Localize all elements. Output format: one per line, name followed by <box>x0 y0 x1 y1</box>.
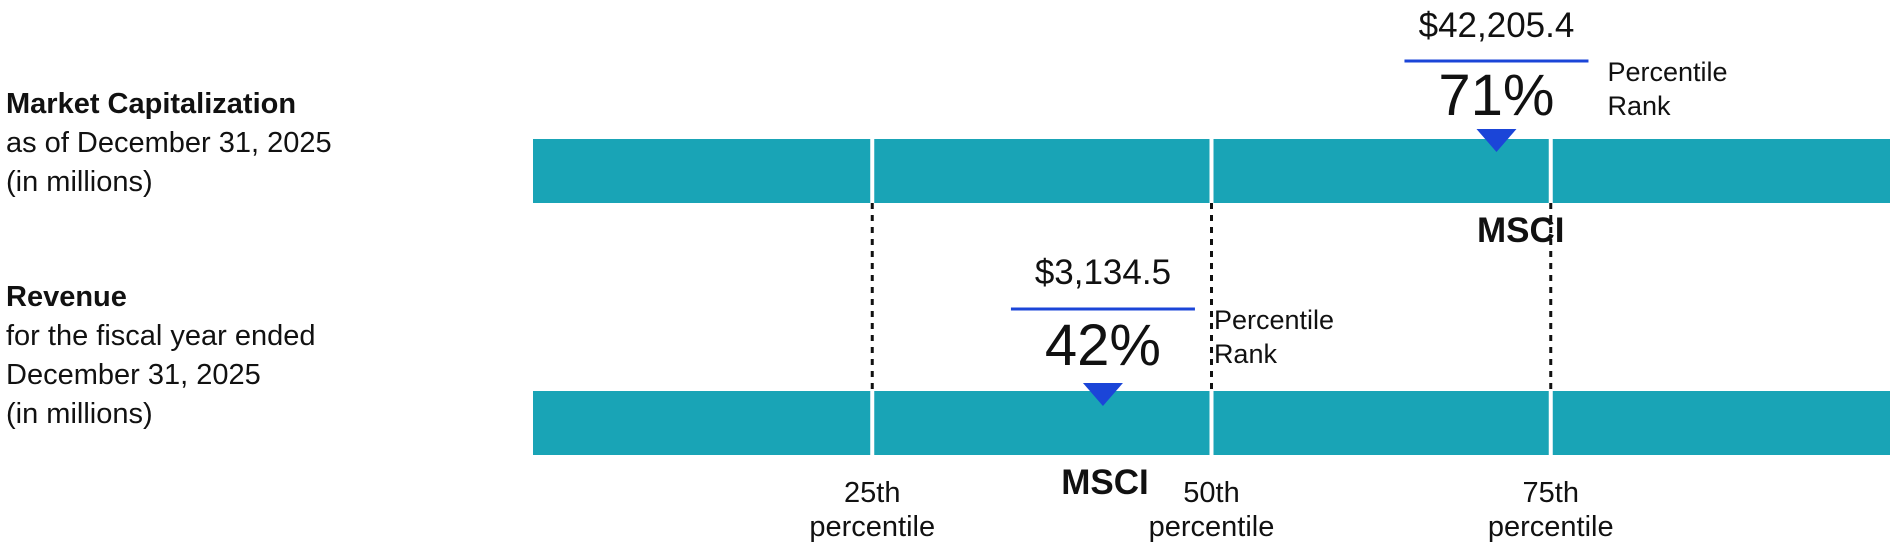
msci-label: MSCI <box>1061 463 1149 502</box>
row-subtitle: for the fiscal year ended December 31, 2… <box>6 320 316 430</box>
row-subtitle: as of December 31, 2025 (in millions) <box>6 127 332 198</box>
percentile-rank-value: 42% <box>1045 313 1161 378</box>
msci-label: MSCI <box>1477 211 1565 250</box>
percentile-rank-value: 71% <box>1438 63 1554 128</box>
percentile-rank-caption: Percentile <box>1214 305 1334 335</box>
row-label-revenue: Revenue for the fiscal year ended Decemb… <box>6 278 316 434</box>
percentile-rank-caption: Rank <box>1214 339 1278 369</box>
percentile-rank-caption: Rank <box>1607 91 1671 121</box>
row-label-market-cap: Market Capitalization as of December 31,… <box>6 85 332 202</box>
percentile-rank-caption: Percentile <box>1607 57 1727 87</box>
tick-label: percentile <box>1488 511 1614 543</box>
tick-label: percentile <box>1149 511 1275 543</box>
tick-label: percentile <box>809 511 935 543</box>
rank-marker-triangle <box>1082 383 1123 406</box>
tick-label: 50th <box>1183 477 1239 509</box>
rank-marker-triangle <box>1476 129 1517 152</box>
row-title: Market Capitalization <box>6 88 297 120</box>
value-label: $3,134.5 <box>1035 253 1171 292</box>
value-label: $42,205.4 <box>1419 6 1575 45</box>
tick-label: 75th <box>1523 477 1579 509</box>
tick-label: 25th <box>844 477 900 509</box>
row-title: Revenue <box>6 281 127 313</box>
